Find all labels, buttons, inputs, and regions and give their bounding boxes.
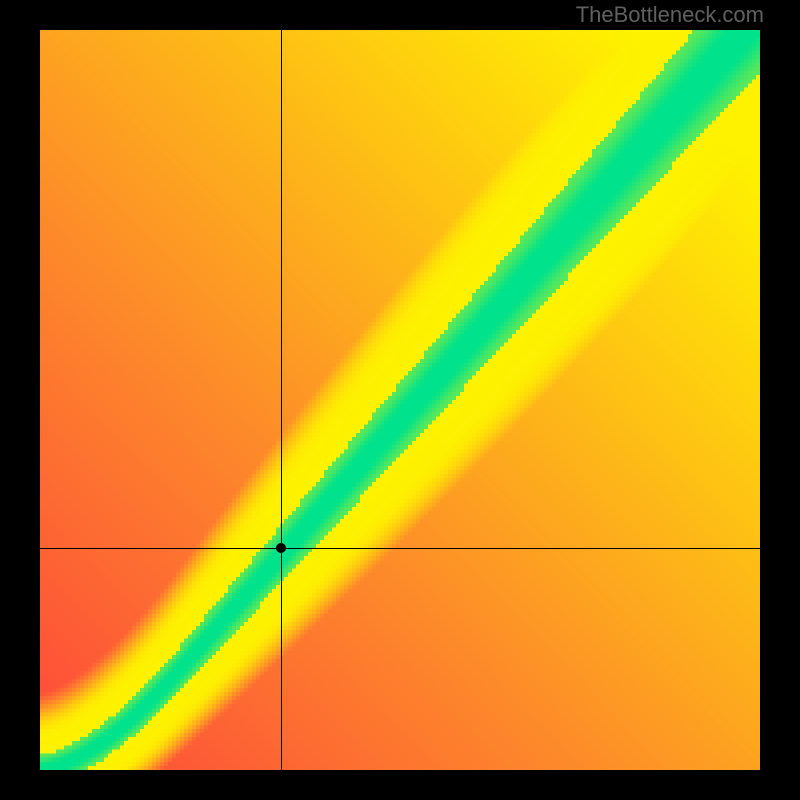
watermark-text: TheBottleneck.com (576, 2, 764, 28)
bottleneck-heatmap (40, 30, 760, 770)
crosshair-vertical (281, 30, 282, 770)
crosshair-horizontal (40, 548, 760, 549)
chart-root: TheBottleneck.com (0, 0, 800, 800)
